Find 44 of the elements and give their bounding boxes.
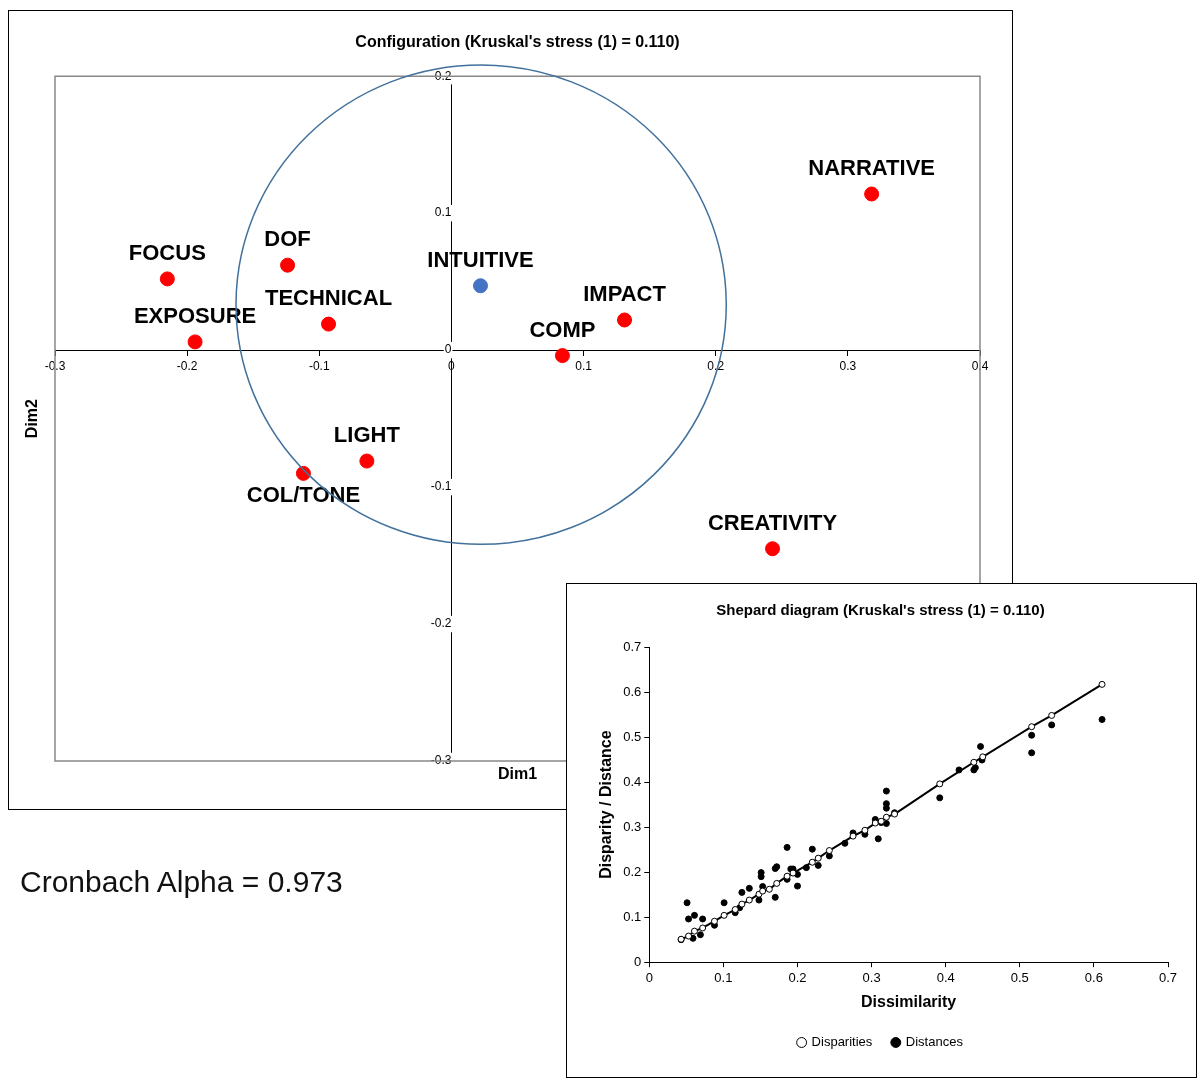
chart-title: Configuration (Kruskal's stress (1) = 0.110) (355, 33, 680, 51)
x-tick-label: -0.3 (44, 358, 66, 373)
y-tick-label: 0.5 (623, 728, 642, 744)
x-tick-label: 0.2 (788, 969, 807, 985)
x-axis-title: Dissimilarity (861, 992, 957, 1010)
x-tick-label: 0.5 (1010, 969, 1029, 985)
annotation: TECHNICAL (264, 285, 393, 311)
y-axis-title: Disparity / Distance (597, 730, 615, 879)
y-tick-label: 0.1 (434, 205, 452, 220)
x-tick-label: 0 (645, 969, 653, 985)
annotation: FOCUS (128, 239, 206, 265)
x-tick-label: 0.1 (714, 969, 733, 985)
x-tick-label: 0.6 (1084, 969, 1103, 985)
x-tick-label: 0.3 (839, 358, 857, 373)
x-tick-label: 0.7 (1158, 969, 1178, 985)
x-tick-label: -0.2 (176, 358, 198, 373)
y-tick-label: -0.3 (430, 753, 452, 768)
y-tick-label: 0.2 (623, 863, 642, 879)
x-tick-label: 0.4 (936, 969, 955, 985)
y-tick-label: 0.7 (623, 638, 642, 654)
y-tick-label: 0.1 (623, 908, 642, 924)
annotation: DOF (264, 226, 311, 252)
y-tick-label: 0 (634, 953, 642, 969)
legend-label: Distances (905, 1034, 964, 1050)
y-tick-label: -0.1 (430, 479, 452, 494)
chart-title: Shepard diagram (Kruskal's stress (1) = 0.110) (716, 601, 1045, 619)
x-tick-label: 0.4 (971, 358, 989, 373)
annotation: LIGHT (333, 422, 401, 448)
y-tick-label: 0 (444, 342, 452, 357)
y-tick-label: 0.4 (623, 773, 642, 789)
y-tick-label: -0.2 (430, 616, 452, 631)
x-axis-title: Dim1 (497, 765, 538, 783)
x-tick-label: -0.1 (308, 358, 330, 373)
annotation: COMP (529, 316, 596, 342)
x-tick-label: 0.1 (575, 358, 593, 373)
y-axis-title: Dim2 (23, 398, 41, 439)
x-tick-label: 0.3 (862, 969, 881, 985)
annotation: NARRATIVE (808, 155, 936, 181)
y-tick-label: 0.3 (623, 818, 642, 834)
annotation: CREATIVITY (707, 509, 838, 535)
text: Cronbach Alpha = 0.973 (20, 865, 343, 899)
legend-label: Disparities (811, 1034, 873, 1050)
annotation: IMPACT (583, 281, 667, 307)
y-tick-label: 0.6 (623, 683, 642, 699)
